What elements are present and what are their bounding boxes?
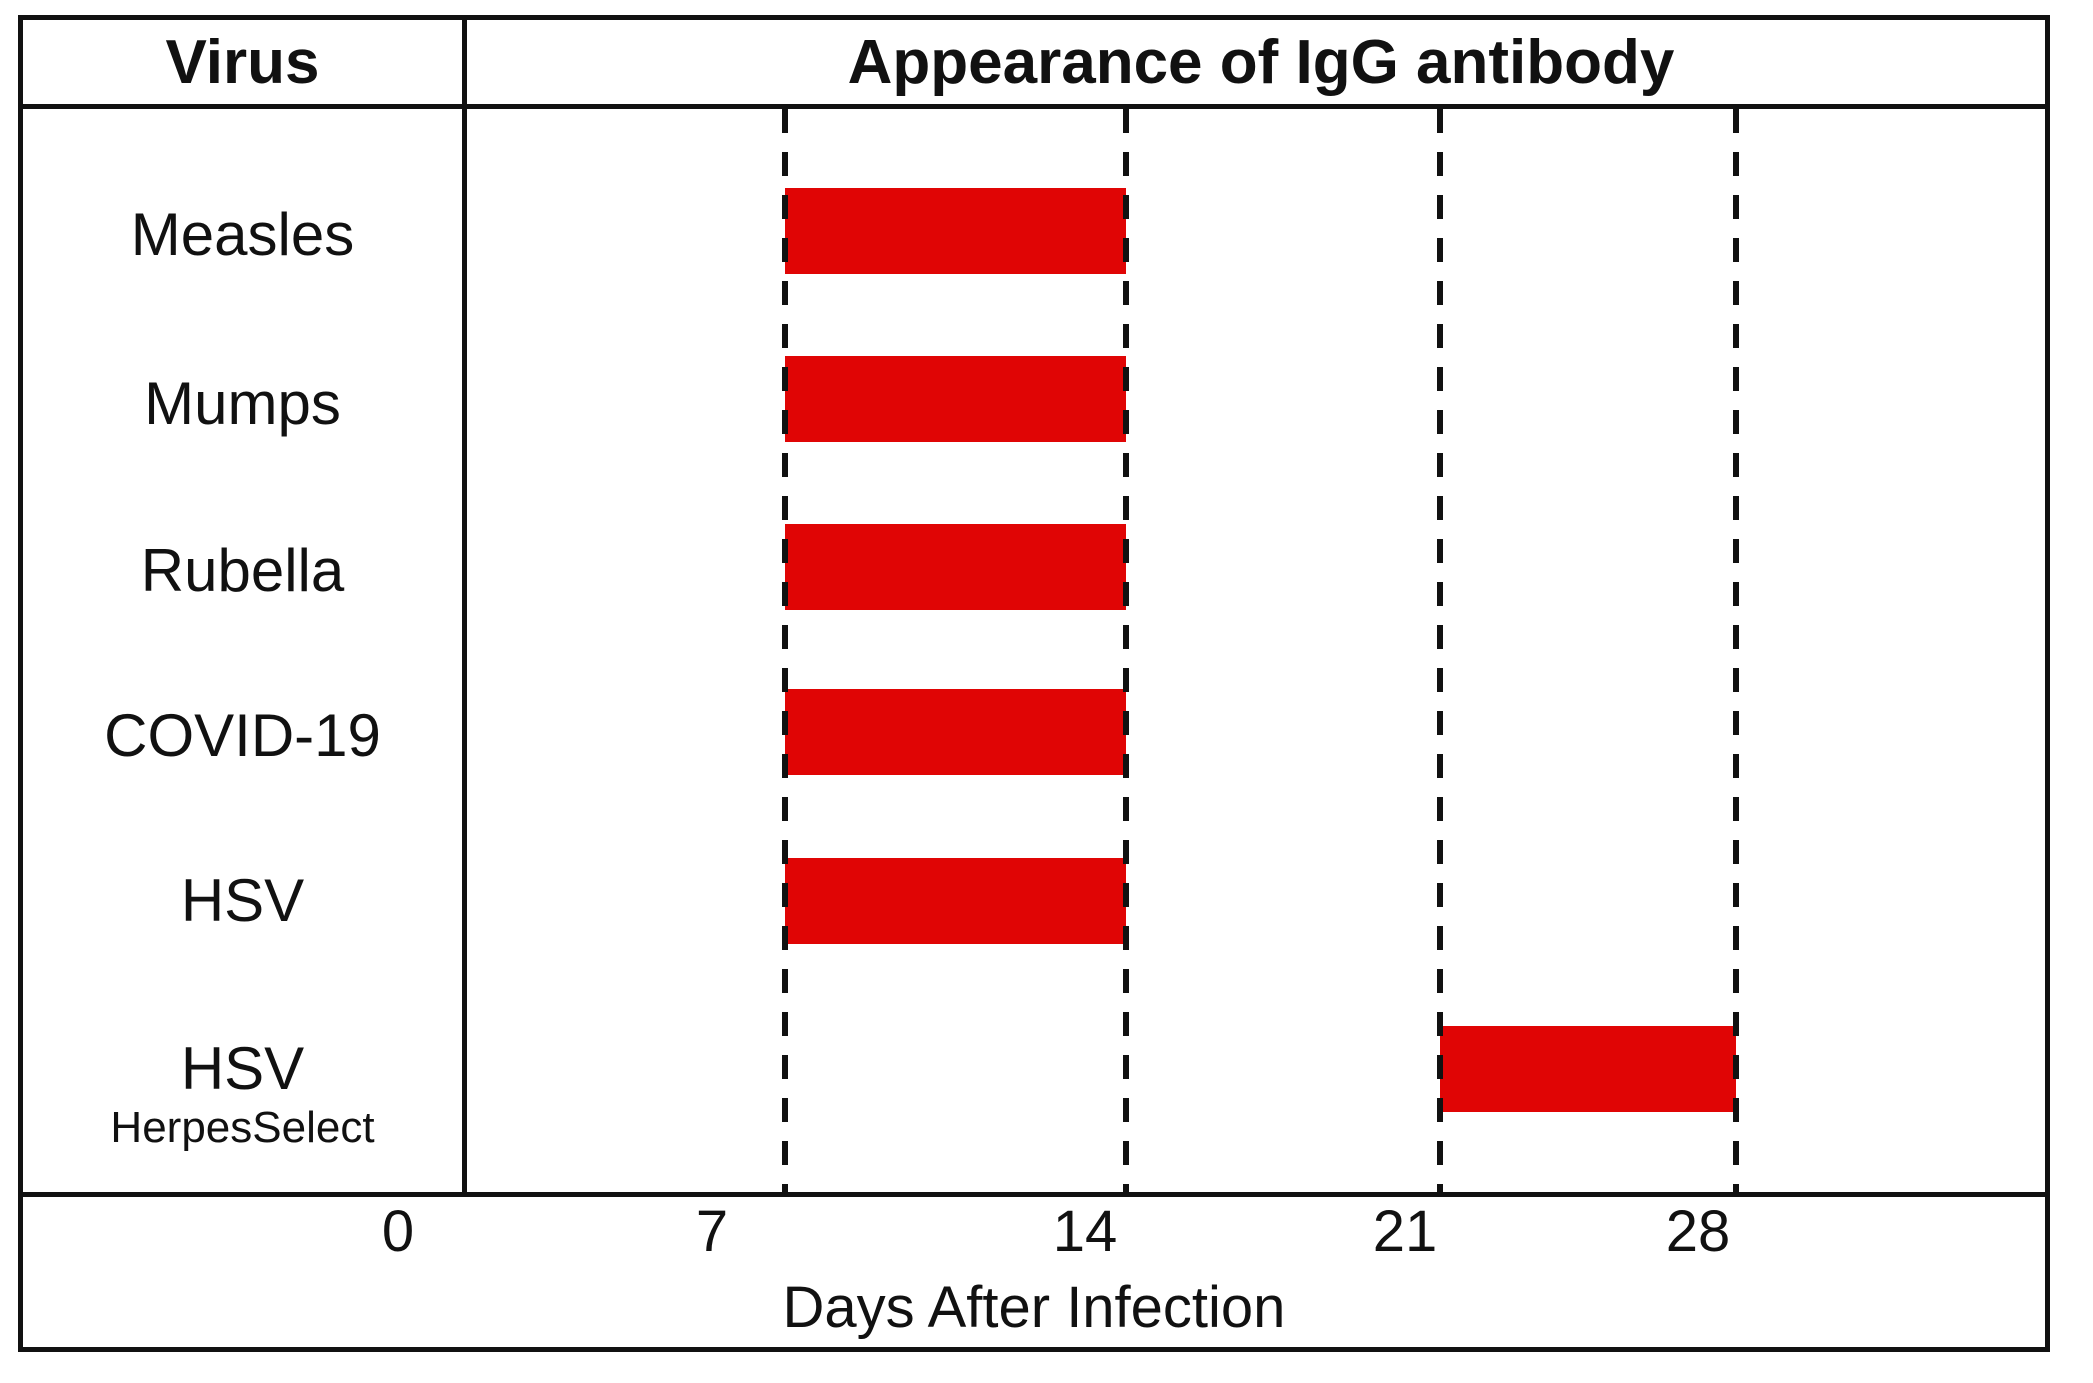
row-sublabel-text: HerpesSelect: [110, 1102, 375, 1152]
column-divider-line: [462, 20, 467, 1197]
gridline-day-28: [1732, 109, 1739, 1192]
gridline-day-21: [1437, 109, 1444, 1192]
row-label-rubella: Rubella: [23, 526, 462, 616]
row-label-measles: Measles: [23, 190, 462, 280]
row-label-text: Rubella: [140, 537, 345, 604]
header-divider-line: [23, 104, 2045, 109]
row-label-hsv: HSV: [23, 856, 462, 946]
bar-measles: [784, 188, 1126, 274]
x-tick-28: 28: [1665, 1199, 1731, 1264]
row-label-covid19: COVID-19: [23, 691, 462, 781]
row-label-mumps: Mumps: [23, 359, 462, 449]
row-label-text: HSV: [180, 867, 305, 934]
bar-mumps: [784, 356, 1126, 442]
bar-hsv: [784, 858, 1126, 944]
x-axis-line: [23, 1192, 2045, 1197]
x-axis-title: Days After Infection: [782, 1275, 1286, 1340]
bar-covid-19: [784, 689, 1126, 775]
chart-column-header: Appearance of IgG antibody: [847, 27, 1675, 97]
plot-area: [467, 109, 2055, 1192]
row-label-text: Measles: [130, 201, 355, 268]
x-tick-14: 14: [1052, 1199, 1118, 1264]
row-label-text: Mumps: [144, 370, 341, 437]
x-tick-0: 0: [381, 1199, 415, 1264]
bar-rubella: [784, 524, 1126, 610]
chart-table-frame: Virus Appearance of IgG antibody Measles…: [18, 15, 2050, 1352]
x-tick-21: 21: [1372, 1199, 1438, 1264]
row-label-text: COVID-19: [104, 702, 381, 769]
virus-column-header: Virus: [165, 27, 320, 97]
x-tick-7: 7: [695, 1199, 729, 1264]
row-label-text: HSV: [180, 1034, 305, 1102]
gridline-day-14: [1123, 109, 1130, 1192]
row-label-hsv-herpesselect: HSV HerpesSelect: [23, 1010, 462, 1180]
gridline-day-7: [781, 109, 788, 1192]
bar-hsv-herpesselect-: [1440, 1026, 1736, 1112]
